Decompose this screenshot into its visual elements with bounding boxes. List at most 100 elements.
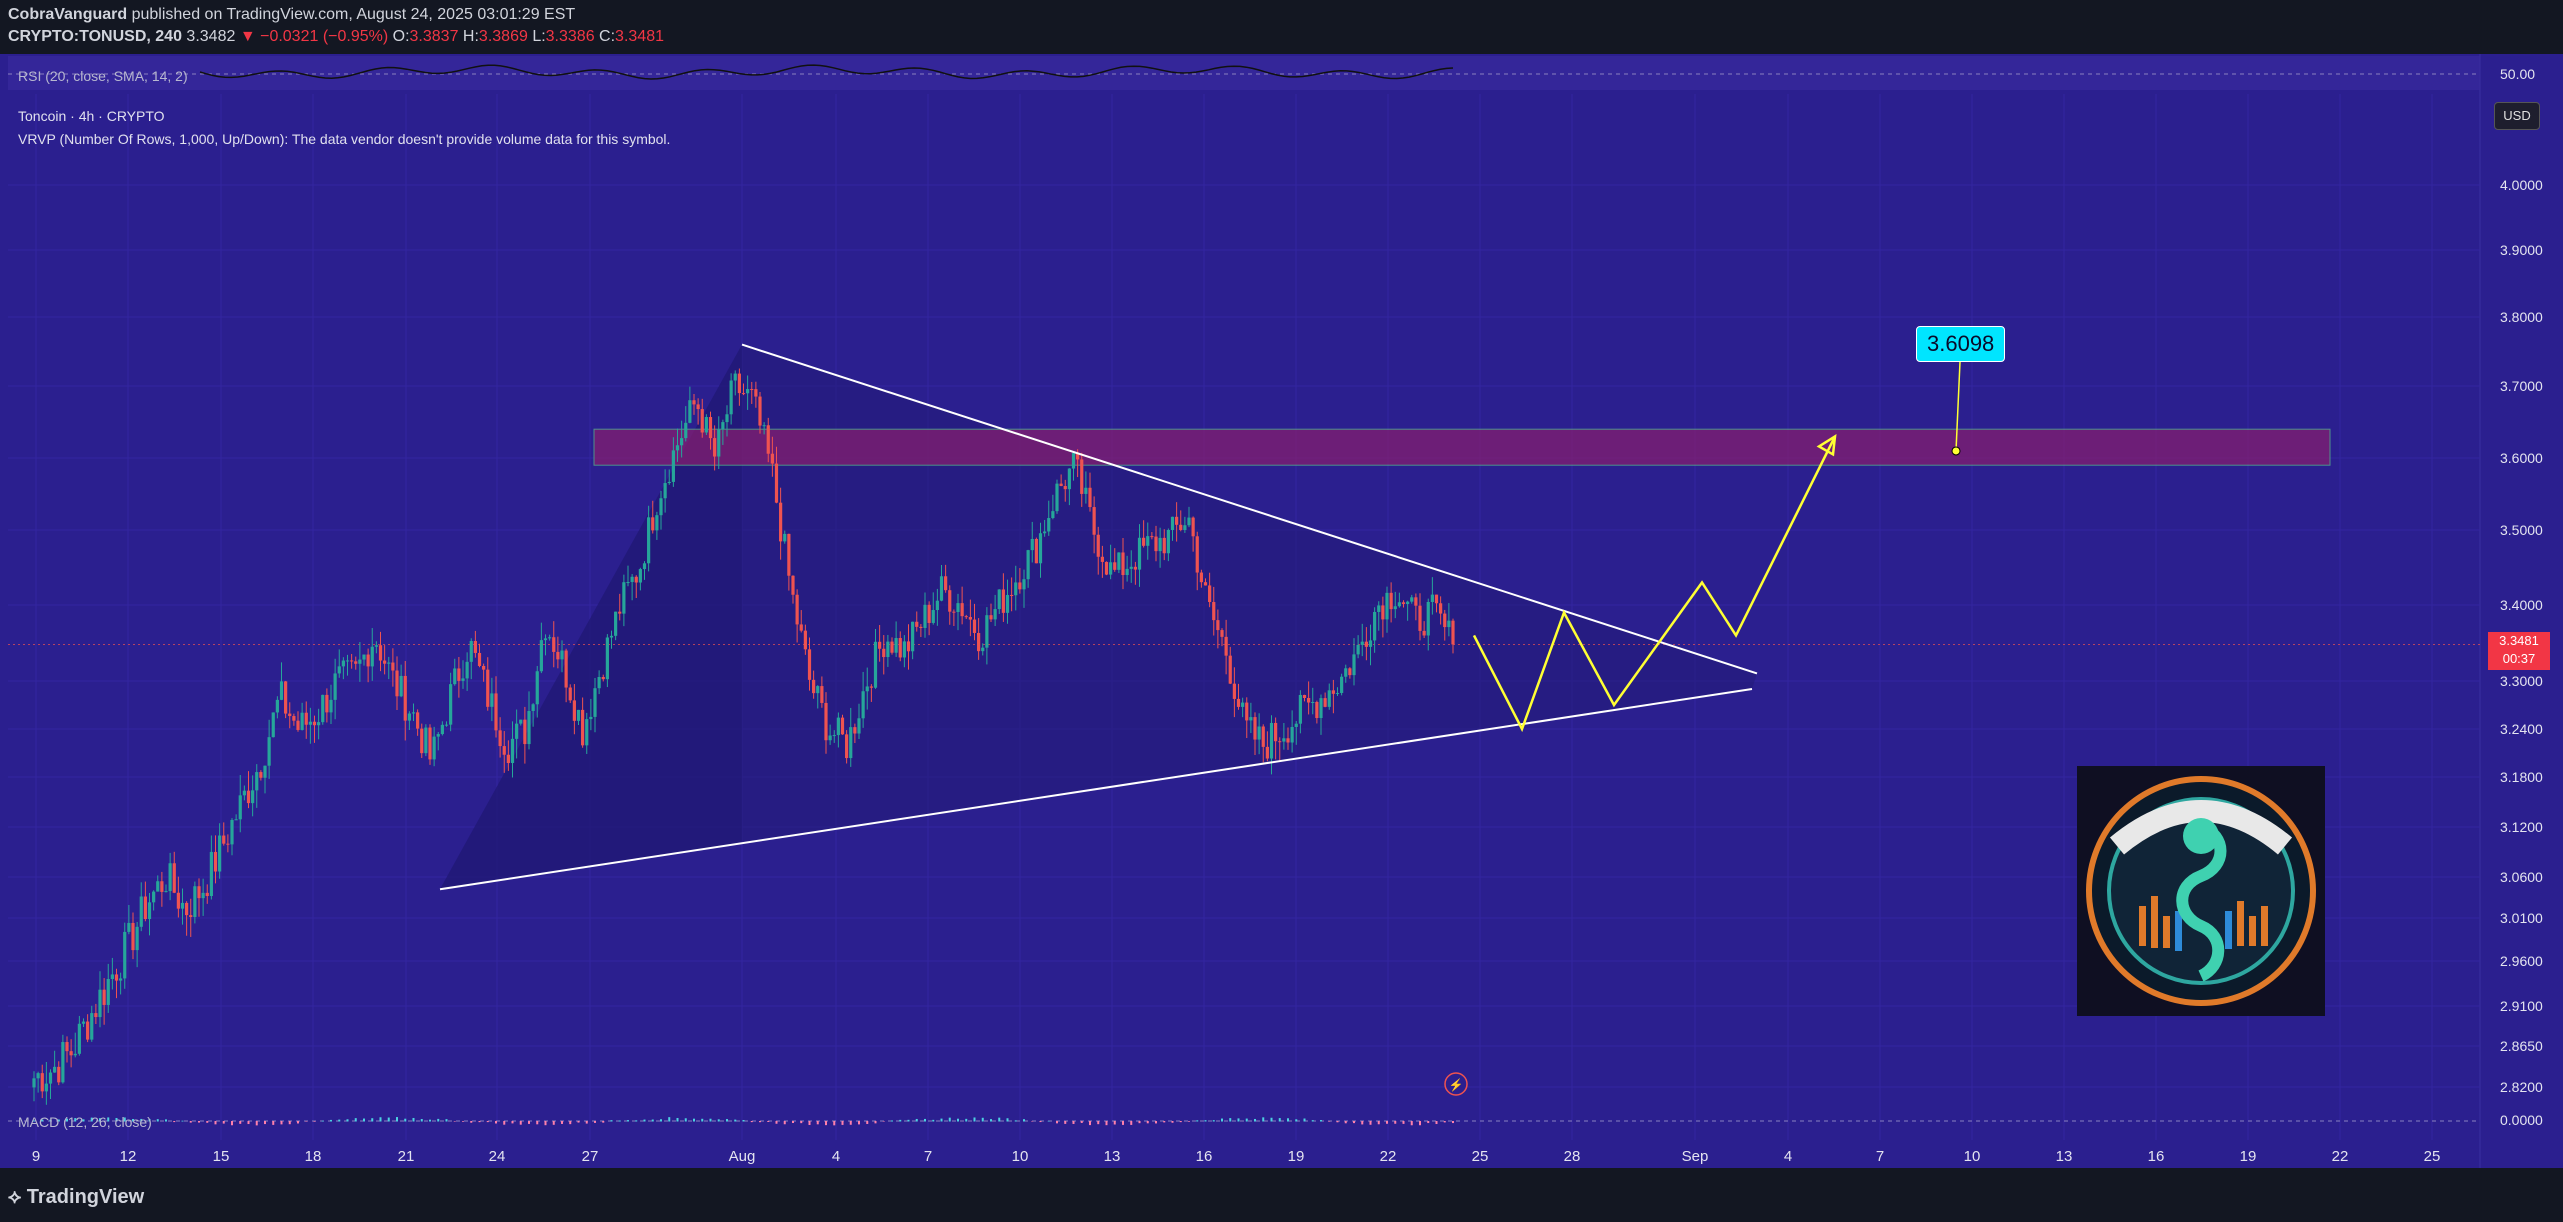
candle-body[interactable] (708, 417, 713, 439)
candle-body[interactable] (593, 688, 597, 717)
candle-body[interactable] (1043, 531, 1047, 534)
candle-body[interactable] (733, 373, 737, 381)
candle-body[interactable] (1307, 698, 1311, 703)
candle-body[interactable] (152, 891, 156, 903)
candle-body[interactable] (420, 728, 424, 754)
candle-body[interactable] (1373, 611, 1377, 641)
candle-body[interactable] (90, 1013, 94, 1040)
candle-body[interactable] (680, 438, 684, 446)
candle-body[interactable] (729, 380, 733, 415)
candle-body[interactable] (622, 582, 626, 614)
candle-body[interactable] (205, 892, 209, 896)
candle-body[interactable] (861, 691, 865, 719)
candle-body[interactable] (172, 863, 176, 893)
candle-body[interactable] (1129, 566, 1133, 569)
candle-body[interactable] (1294, 723, 1298, 727)
candle-body[interactable] (354, 661, 358, 664)
candle-body[interactable] (86, 1021, 90, 1040)
candle-body[interactable] (758, 396, 762, 426)
candle-body[interactable] (964, 616, 968, 618)
candle-body[interactable] (1290, 726, 1294, 743)
candle-body[interactable] (465, 661, 469, 679)
candle-body[interactable] (312, 721, 317, 726)
candle-body[interactable] (1286, 738, 1290, 743)
candle-body[interactable] (543, 638, 548, 641)
candle-body[interactable] (1067, 468, 1071, 490)
candle-body[interactable] (915, 621, 919, 627)
candle-body[interactable] (968, 617, 972, 620)
candle-body[interactable] (453, 668, 457, 685)
candle-body[interactable] (634, 576, 638, 583)
candle-body[interactable] (568, 687, 572, 701)
candle-body[interactable] (609, 635, 614, 638)
candle-body[interactable] (135, 926, 139, 951)
candle-body[interactable] (1121, 552, 1125, 576)
candle-body[interactable] (1269, 722, 1274, 759)
candle-body[interactable] (110, 974, 114, 980)
candle-body[interactable] (73, 1053, 77, 1056)
candle-body[interactable] (807, 649, 812, 680)
macd-indicator-label[interactable]: MACD (12, 26, close) (18, 1114, 152, 1130)
candle-body[interactable] (1170, 516, 1175, 530)
candle-body[interactable] (770, 453, 774, 464)
candle-body[interactable] (572, 700, 576, 721)
candle-body[interactable] (1377, 605, 1381, 612)
candle-body[interactable] (1241, 702, 1245, 707)
candle-body[interactable] (444, 724, 449, 726)
candle-body[interactable] (1319, 698, 1323, 719)
candle-body[interactable] (774, 463, 779, 503)
candle-body[interactable] (1426, 602, 1430, 636)
candle-body[interactable] (1166, 529, 1170, 554)
candle-body[interactable] (762, 425, 766, 427)
candle-body[interactable] (378, 645, 383, 661)
candle-body[interactable] (1348, 668, 1352, 676)
candle-body[interactable] (902, 641, 906, 658)
candle-body[interactable] (642, 563, 647, 570)
candle-body[interactable] (325, 694, 329, 713)
candle-body[interactable] (1014, 582, 1018, 596)
candle-body[interactable] (1406, 601, 1410, 605)
candle-body[interactable] (168, 863, 172, 892)
candle-body[interactable] (267, 737, 271, 766)
candle-body[interactable] (304, 712, 308, 725)
candle-body[interactable] (527, 711, 531, 745)
candle-body[interactable] (226, 843, 230, 845)
candle-body[interactable] (1331, 690, 1335, 694)
candle-body[interactable] (510, 738, 515, 763)
candle-body[interactable] (1323, 698, 1327, 707)
candle-body[interactable] (741, 393, 746, 395)
candle-body[interactable] (1443, 613, 1447, 628)
candle-body[interactable] (1137, 537, 1142, 570)
candle-body[interactable] (539, 640, 543, 672)
candle-body[interactable] (997, 589, 1001, 610)
candle-body[interactable] (816, 686, 820, 694)
candle-body[interactable] (952, 611, 956, 613)
candle-body[interactable] (725, 414, 729, 423)
candle-body[interactable] (869, 686, 873, 688)
candle-body[interactable] (506, 754, 510, 763)
candle-body[interactable] (1084, 487, 1088, 494)
candle-body[interactable] (1344, 668, 1348, 677)
candle-body[interactable] (791, 575, 795, 595)
candle-body[interactable] (1393, 606, 1397, 610)
candle-body[interactable] (519, 719, 523, 724)
candle-body[interactable] (428, 727, 432, 760)
tradingview-brand[interactable]: ⟡ TradingView (8, 1186, 144, 1209)
candle-body[interactable] (374, 645, 378, 647)
candle-body[interactable] (754, 389, 758, 397)
candle-body[interactable] (878, 641, 882, 649)
candle-body[interactable] (857, 718, 861, 734)
candle-body[interactable] (956, 603, 960, 613)
candle-body[interactable] (317, 722, 321, 726)
candle-body[interactable] (1208, 585, 1212, 603)
candle-body[interactable] (222, 835, 226, 844)
candle-body[interactable] (836, 717, 840, 736)
candle-body[interactable] (581, 709, 585, 746)
candle-body[interactable] (391, 662, 395, 671)
candle-body[interactable] (1253, 717, 1257, 740)
candle-body[interactable] (1282, 738, 1286, 742)
candle-body[interactable] (605, 637, 609, 680)
candle-body[interactable] (1055, 483, 1059, 512)
candle-body[interactable] (44, 1083, 48, 1092)
candle-body[interactable] (1274, 722, 1278, 742)
